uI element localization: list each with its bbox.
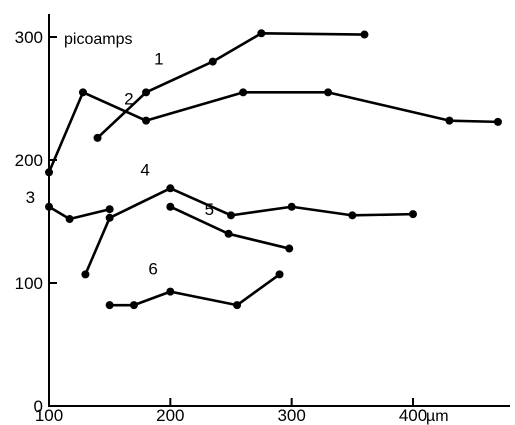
series-4-point-6 [409, 210, 417, 219]
series-6 [105, 270, 284, 310]
series-6-point-0 [105, 301, 114, 310]
series-4-point-0 [81, 270, 90, 279]
series-3-point-2 [105, 205, 114, 214]
series-1 [93, 29, 369, 142]
series-4-point-3 [227, 211, 235, 220]
y-tick-label-100: 100 [15, 274, 43, 293]
series-2-point-2 [142, 116, 151, 125]
y-unit-label: picoamps [64, 31, 132, 48]
series-2-point-4 [324, 88, 333, 97]
series-1-point-1 [142, 88, 151, 97]
series-2-line [47, 91, 498, 173]
series-1-line [96, 32, 365, 139]
series-2-point-1 [78, 88, 87, 97]
series-4-point-2 [166, 184, 175, 193]
axes [48, 14, 510, 407]
y-tick-label-0: 0 [34, 397, 43, 416]
series-6-point-1 [129, 301, 138, 310]
y-tick-label-300: 300 [15, 28, 43, 47]
series-1-point-2 [208, 57, 217, 66]
series-3-line [48, 205, 110, 221]
series-2-point-5 [445, 116, 454, 125]
series-4-point-1 [105, 213, 114, 222]
series-4 [81, 184, 417, 279]
series-5-point-2 [285, 244, 294, 253]
series-3-point-1 [65, 215, 74, 224]
x-unit-label: µm [426, 408, 449, 425]
series-label-3: 3 [26, 188, 35, 207]
series-3 [45, 202, 114, 224]
series-4-line [84, 186, 414, 275]
series-6-line [109, 273, 281, 307]
series-5-point-1 [224, 229, 233, 238]
series-2-point-0 [45, 168, 53, 177]
series-1-point-4 [360, 30, 369, 39]
series-6-point-2 [166, 287, 175, 296]
y-tick-label-200: 200 [15, 151, 43, 170]
series-5 [166, 202, 294, 253]
series-6-point-3 [233, 301, 242, 310]
series-5-point-0 [166, 202, 175, 211]
ticks [48, 36, 414, 407]
series-2-point-6 [493, 117, 502, 126]
x-tick-label-300: 300 [277, 406, 305, 425]
x-tick-label-400: 400 [399, 406, 427, 425]
series-2-point-3 [239, 88, 248, 97]
x-tick-label-200: 200 [156, 406, 184, 425]
series-2 [45, 88, 502, 177]
series-1-point-3 [257, 29, 266, 38]
series-label-6: 6 [148, 260, 157, 279]
series-1-point-0 [93, 133, 102, 142]
series-4-point-5 [348, 211, 357, 220]
series-6-point-4 [275, 270, 284, 279]
series-group [45, 29, 502, 310]
series-label-1: 1 [154, 49, 163, 68]
x-tick-label-100: 100 [35, 406, 63, 425]
series-4-point-4 [287, 202, 296, 211]
series-3-point-0 [45, 202, 53, 211]
series-label-5: 5 [205, 200, 214, 219]
series-labels: 1 2 3 4 5 6 [26, 49, 214, 278]
series-label-2: 2 [124, 90, 133, 109]
series-label-4: 4 [140, 160, 149, 179]
